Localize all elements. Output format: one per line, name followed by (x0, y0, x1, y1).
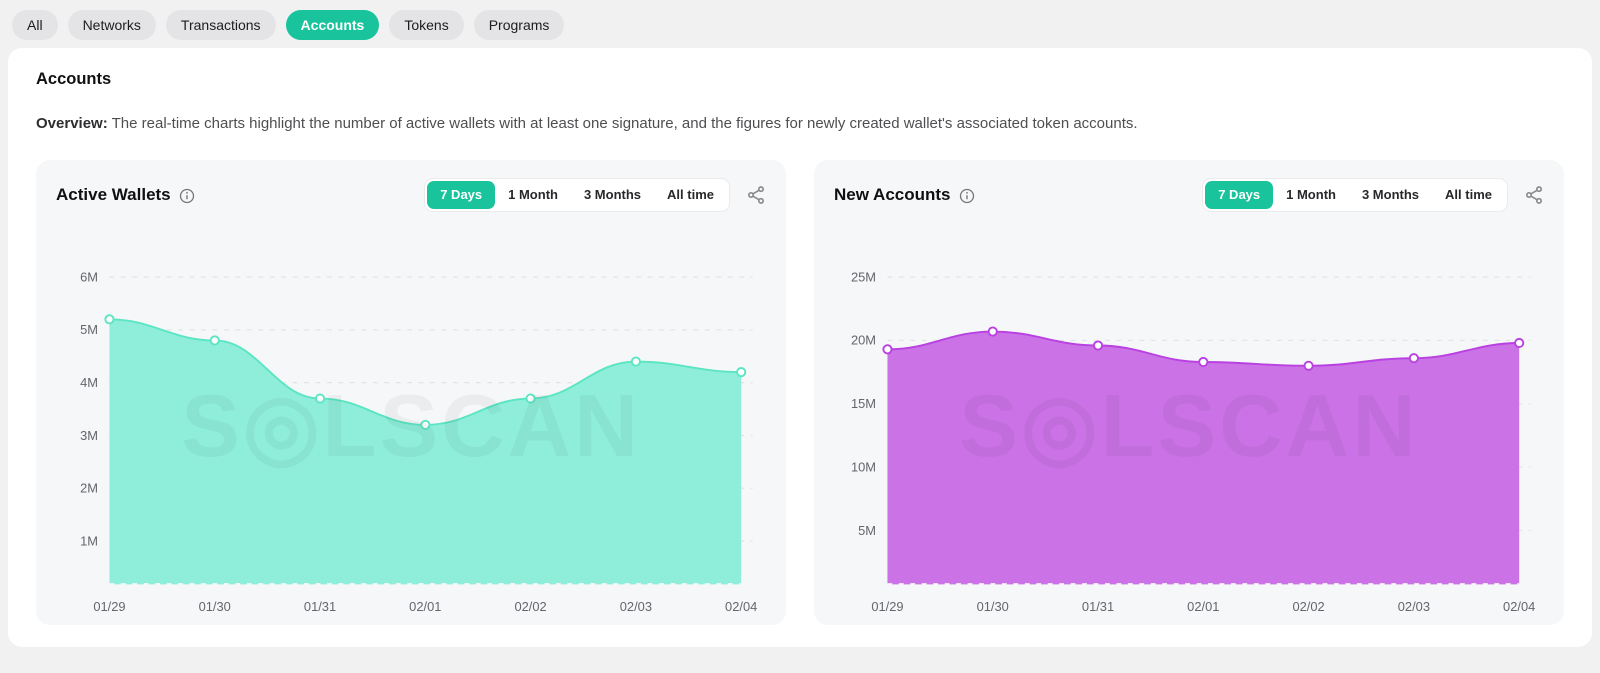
active-wallets-header: Active Wallets 7 Days 1 Month 3 Months A… (56, 178, 766, 213)
svg-text:02/01: 02/01 (1187, 599, 1219, 614)
new-accounts-chart-area: 5M 10M 15M 20M 25M 01/29 01/30 01/31 02/01 02/02 0… (834, 216, 1544, 621)
active-wallets-chart-area: 1M 2M 3M 4M 5M 6M 01/29 01/30 01/31 02/01 02/02 02/… (56, 216, 766, 621)
svg-text:02/03: 02/03 (1398, 599, 1430, 614)
svg-text:02/01: 02/01 (409, 599, 441, 614)
svg-text:3M: 3M (80, 428, 98, 443)
info-icon[interactable] (959, 188, 975, 204)
new-accounts-header: New Accounts 7 Days 1 Month 3 Months All… (834, 178, 1544, 213)
svg-text:4M: 4M (80, 375, 98, 390)
new-accounts-chart[interactable]: 5M 10M 15M 20M 25M 01/29 01/30 01/31 02/01 02/02 0… (834, 216, 1544, 621)
svg-text:6M: 6M (80, 270, 98, 285)
svg-text:20M: 20M (851, 333, 876, 348)
info-icon[interactable] (179, 188, 195, 204)
active-wallets-card: Active Wallets 7 Days 1 Month 3 Months A… (36, 160, 786, 625)
svg-text:5M: 5M (858, 523, 876, 538)
svg-text:02/04: 02/04 (1503, 599, 1535, 614)
svg-text:01/31: 01/31 (304, 599, 336, 614)
share-icon[interactable] (1524, 185, 1544, 205)
filter-tabbar: All Networks Transactions Accounts Token… (0, 0, 1600, 48)
tab-accounts[interactable]: Accounts (285, 10, 380, 40)
svg-text:25M: 25M (851, 270, 876, 285)
svg-text:10M: 10M (851, 460, 876, 475)
svg-text:15M: 15M (851, 396, 876, 411)
accounts-panel: Accounts Overview: The real-time charts … (8, 48, 1592, 647)
svg-text:2M: 2M (80, 481, 98, 496)
range-1month-button[interactable]: 1 Month (495, 181, 571, 209)
range-alltime-button[interactable]: All time (654, 181, 727, 209)
svg-text:02/03: 02/03 (620, 599, 652, 614)
tab-all[interactable]: All (12, 10, 58, 40)
tab-transactions[interactable]: Transactions (165, 10, 276, 40)
overview-body: The real-time charts highlight the numbe… (111, 115, 1138, 132)
active-wallets-chart[interactable]: 1M 2M 3M 4M 5M 6M 01/29 01/30 01/31 02/01 02/02 02/… (56, 216, 766, 621)
svg-text:02/02: 02/02 (514, 599, 546, 614)
svg-text:01/30: 01/30 (199, 599, 231, 614)
range-3months-button[interactable]: 3 Months (571, 181, 654, 209)
tab-tokens[interactable]: Tokens (389, 10, 464, 40)
svg-text:01/29: 01/29 (93, 599, 125, 614)
overview-label: Overview: (36, 115, 108, 132)
tab-programs[interactable]: Programs (473, 10, 565, 40)
new-accounts-card: New Accounts 7 Days 1 Month 3 Months All… (814, 160, 1564, 625)
svg-text:1M: 1M (80, 534, 98, 549)
svg-text:02/02: 02/02 (1292, 599, 1324, 614)
tab-networks[interactable]: Networks (67, 10, 156, 40)
svg-text:01/29: 01/29 (871, 599, 903, 614)
active-wallets-title: Active Wallets (56, 185, 171, 205)
new-accounts-title: New Accounts (834, 185, 951, 205)
svg-text:02/04: 02/04 (725, 599, 757, 614)
share-icon[interactable] (746, 185, 766, 205)
range-7days-button[interactable]: 7 Days (427, 181, 496, 210)
svg-text:5M: 5M (80, 322, 98, 337)
range-7days-button[interactable]: 7 Days (1205, 181, 1274, 210)
range-alltime-button[interactable]: All time (1432, 181, 1505, 209)
range-selector: 7 Days 1 Month 3 Months All time (424, 178, 730, 213)
svg-text:01/31: 01/31 (1082, 599, 1114, 614)
range-3months-button[interactable]: 3 Months (1349, 181, 1432, 209)
svg-text:01/30: 01/30 (977, 599, 1009, 614)
overview-text: Overview: The real-time charts highlight… (36, 115, 1564, 132)
page-title: Accounts (36, 70, 112, 88)
charts-row: Active Wallets 7 Days 1 Month 3 Months A… (36, 160, 1564, 625)
range-selector: 7 Days 1 Month 3 Months All time (1202, 178, 1508, 213)
range-1month-button[interactable]: 1 Month (1273, 181, 1349, 209)
